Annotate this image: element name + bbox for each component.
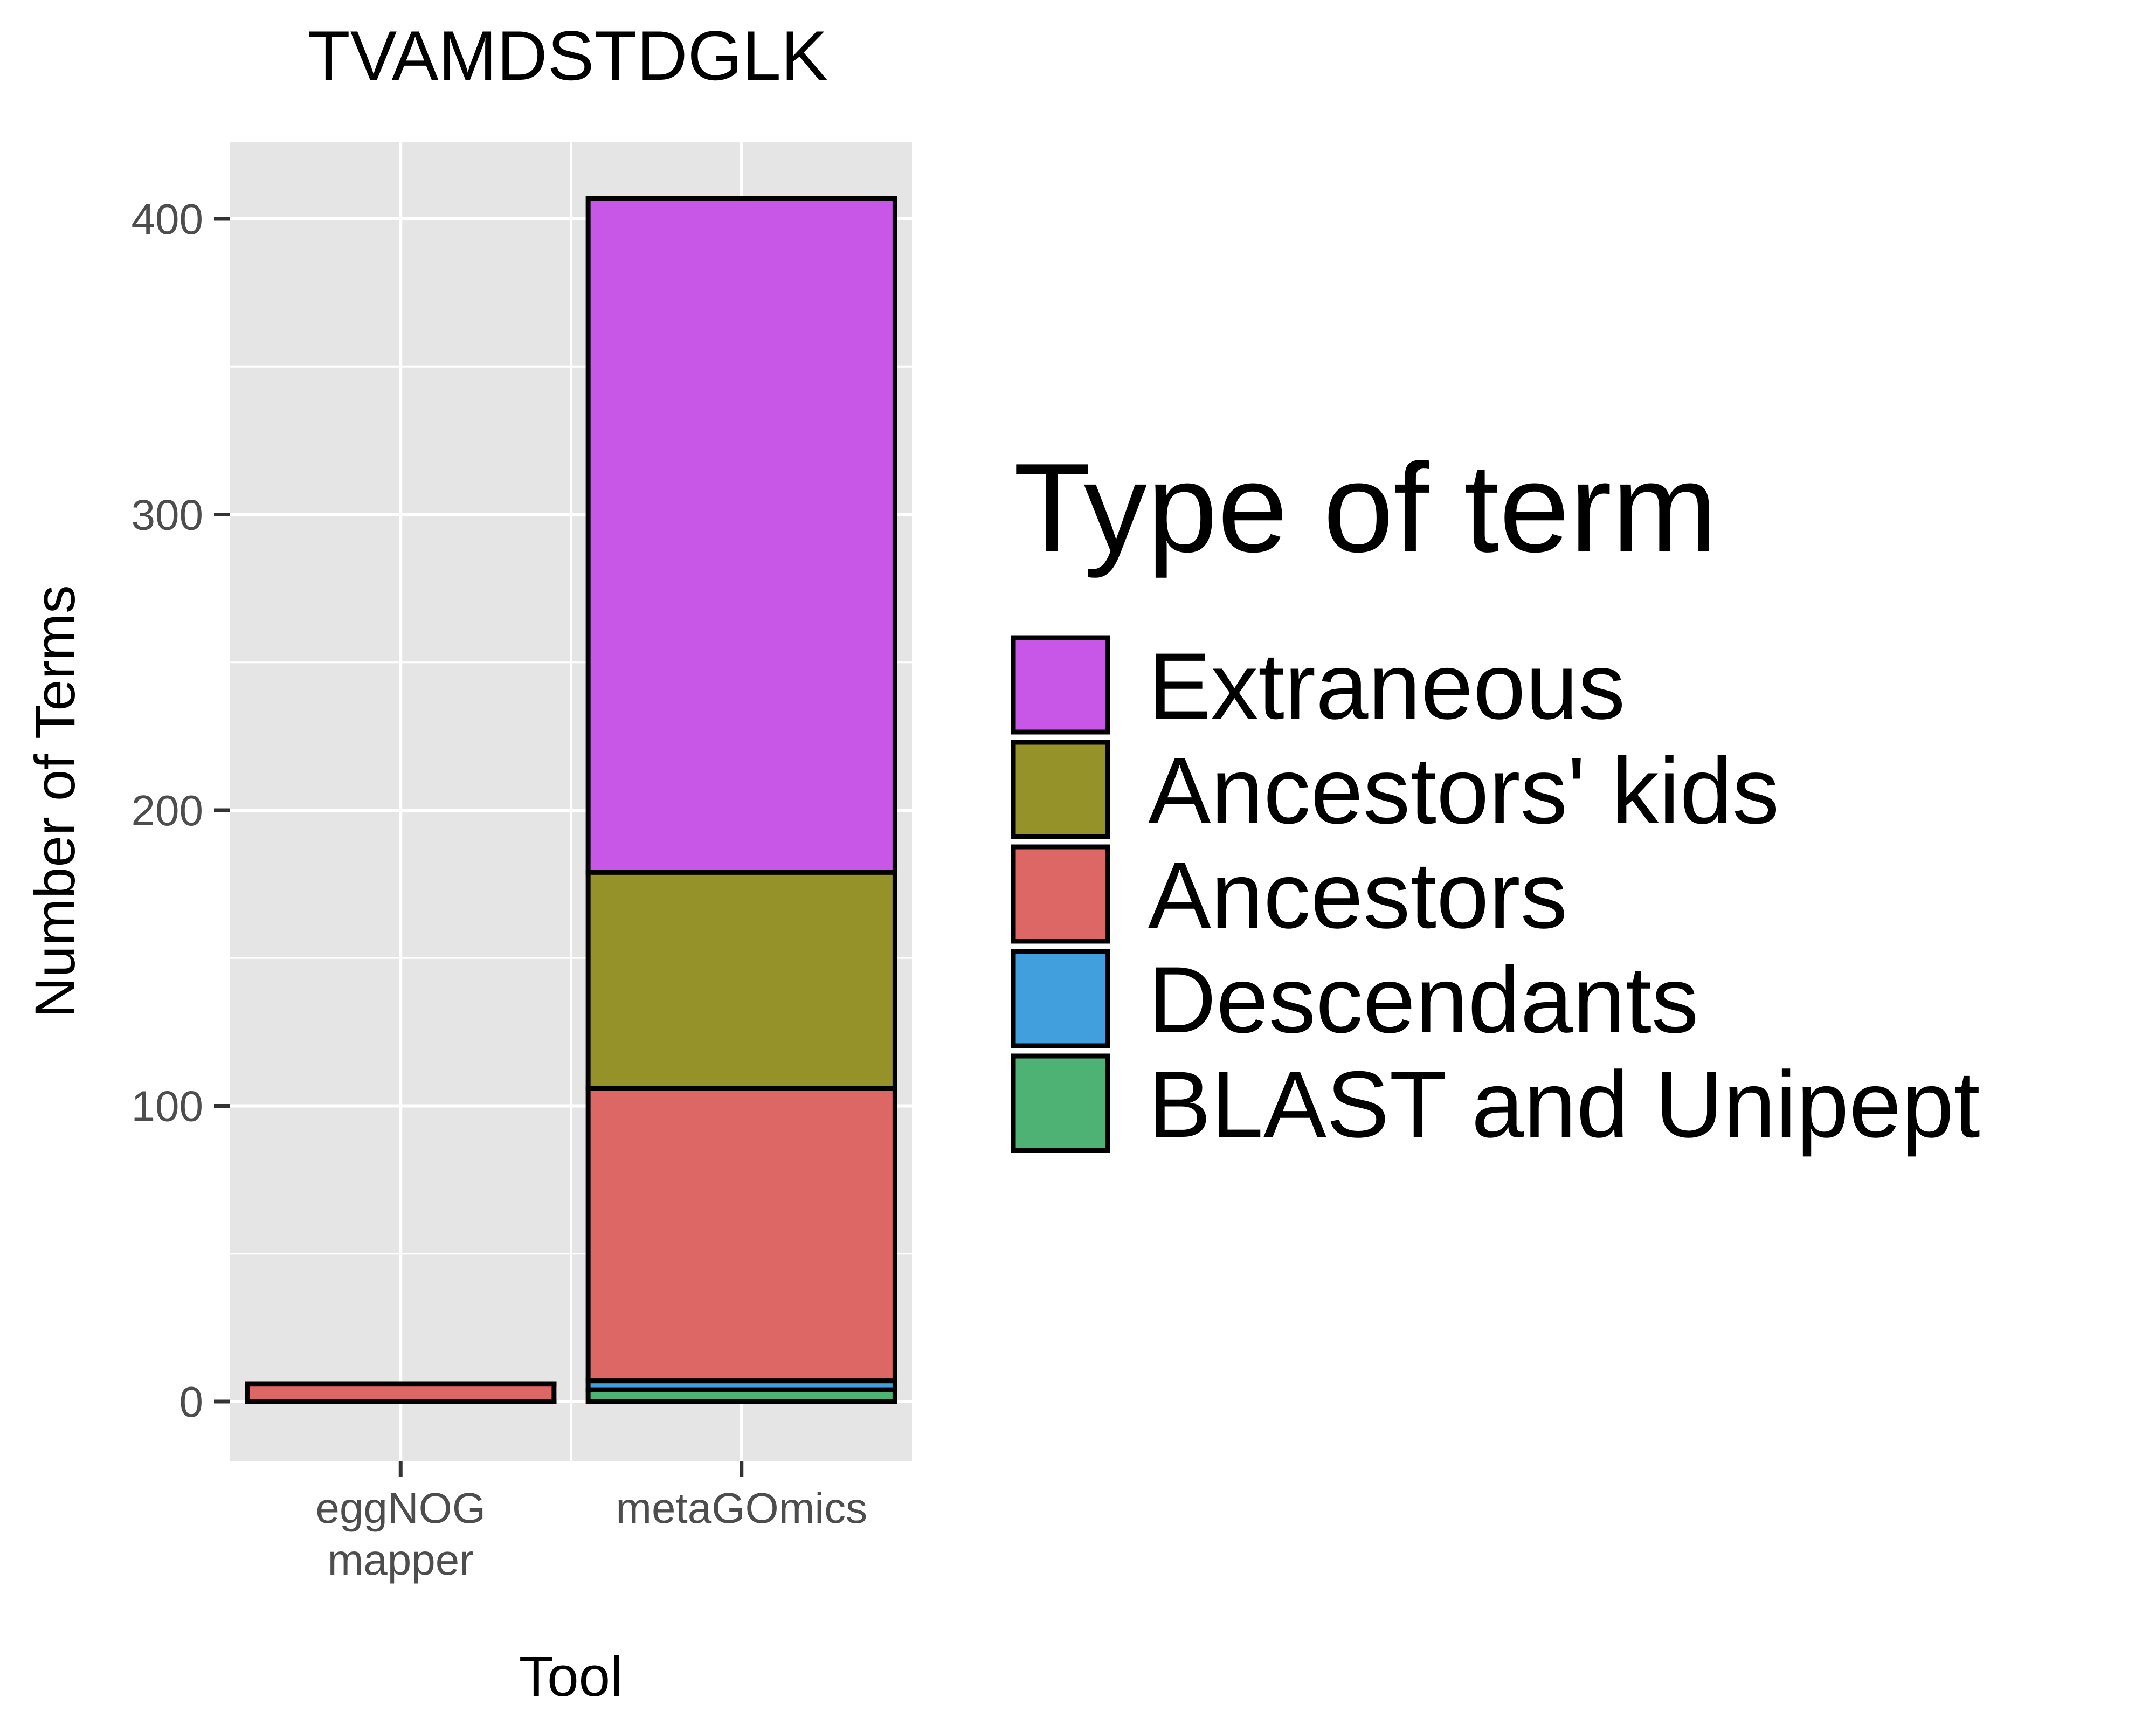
legend-swatch — [1011, 740, 1110, 839]
x-tick-label: eggNOG mapper — [315, 1484, 486, 1584]
legend-swatch — [1011, 949, 1110, 1048]
legend-label: Descendants — [1148, 948, 1698, 1053]
bar-segment — [245, 1381, 557, 1404]
x-axis-label: Tool — [519, 1645, 623, 1708]
legend-label: Ancestors — [1148, 843, 1567, 948]
chart-title: TVAMDSTDGLK — [307, 16, 827, 95]
bar-segment — [585, 196, 897, 875]
y-axis-label: Number of Terms — [24, 585, 87, 1018]
legend-title: Type of term — [1013, 437, 1717, 578]
legend-swatch — [1011, 635, 1110, 735]
legend-swatch — [1011, 844, 1110, 944]
bar-segment — [585, 1086, 897, 1384]
bar-segment — [585, 870, 897, 1091]
y-tick-label: 200 — [132, 786, 203, 834]
y-tick-label: 300 — [132, 491, 203, 539]
legend-label: BLAST and Unipept — [1148, 1052, 1980, 1157]
y-axis: 0 100 200 300 400 — [132, 195, 230, 1426]
legend-label: Extraneous — [1148, 634, 1625, 739]
y-tick-label: 0 — [179, 1378, 204, 1426]
y-tick-label: 400 — [132, 195, 203, 243]
x-axis: eggNOG mapper metaGOmics — [315, 1461, 867, 1584]
bars — [245, 196, 897, 1404]
y-tick-label: 100 — [132, 1082, 203, 1130]
legend-label: Ancestors' kids — [1148, 739, 1779, 844]
x-tick-label: metaGOmics — [616, 1484, 867, 1532]
legend-swatch — [1011, 1053, 1110, 1153]
